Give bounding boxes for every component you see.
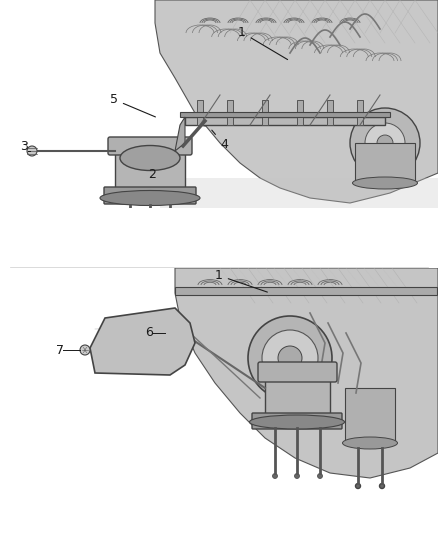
- Bar: [355, 143, 415, 183]
- Bar: [115, 151, 185, 193]
- Bar: [357, 100, 363, 125]
- Ellipse shape: [353, 177, 417, 189]
- Text: 5: 5: [110, 93, 155, 117]
- Circle shape: [128, 251, 132, 255]
- Bar: [0, 268, 438, 533]
- Ellipse shape: [343, 437, 398, 449]
- Circle shape: [27, 146, 37, 156]
- Bar: [327, 100, 333, 125]
- Circle shape: [350, 108, 420, 178]
- Bar: [345, 388, 395, 443]
- Text: 1: 1: [238, 26, 288, 60]
- Circle shape: [262, 330, 318, 386]
- Circle shape: [148, 251, 152, 255]
- Circle shape: [292, 391, 302, 401]
- Circle shape: [377, 135, 393, 151]
- Polygon shape: [175, 268, 438, 478]
- Circle shape: [272, 473, 278, 479]
- Circle shape: [248, 316, 332, 400]
- Text: 6: 6: [145, 327, 153, 340]
- Circle shape: [365, 123, 405, 163]
- Text: 3: 3: [20, 141, 28, 154]
- Circle shape: [287, 386, 307, 406]
- Bar: [0, 208, 438, 268]
- Circle shape: [294, 473, 300, 479]
- Circle shape: [278, 346, 302, 370]
- Circle shape: [379, 483, 385, 489]
- Text: 4: 4: [212, 130, 228, 151]
- Circle shape: [318, 473, 322, 479]
- Polygon shape: [90, 308, 195, 375]
- Circle shape: [356, 483, 360, 489]
- Circle shape: [178, 141, 188, 151]
- Bar: [227, 100, 233, 125]
- Ellipse shape: [120, 146, 180, 171]
- Circle shape: [200, 116, 210, 126]
- FancyBboxPatch shape: [252, 413, 342, 429]
- Bar: [262, 100, 268, 125]
- Bar: [265, 378, 330, 418]
- Circle shape: [138, 156, 162, 180]
- Bar: [175, 287, 437, 295]
- Bar: [180, 112, 390, 117]
- Circle shape: [80, 345, 90, 355]
- Polygon shape: [155, 0, 438, 203]
- Circle shape: [144, 162, 156, 174]
- Bar: [0, 0, 438, 268]
- Bar: [160, 178, 438, 268]
- FancyBboxPatch shape: [104, 187, 196, 204]
- Bar: [185, 117, 385, 125]
- Text: 1: 1: [215, 269, 267, 292]
- Text: 7: 7: [56, 343, 64, 357]
- FancyBboxPatch shape: [258, 362, 337, 382]
- Ellipse shape: [250, 415, 345, 429]
- Ellipse shape: [100, 190, 200, 206]
- Polygon shape: [175, 117, 185, 151]
- Bar: [197, 100, 203, 125]
- FancyBboxPatch shape: [108, 137, 192, 155]
- Circle shape: [168, 251, 172, 255]
- Text: 2: 2: [148, 168, 156, 182]
- Bar: [297, 100, 303, 125]
